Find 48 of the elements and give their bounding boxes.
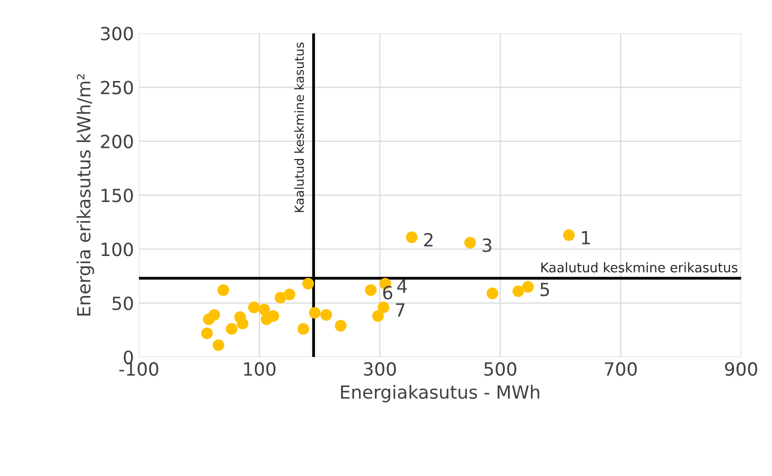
- y-tick-label: 50: [112, 296, 133, 310]
- point: [486, 288, 498, 300]
- point: [274, 292, 286, 304]
- point: [298, 323, 310, 335]
- point: [248, 302, 260, 314]
- y-tick-label: 100: [102, 242, 133, 256]
- annotation: 5: [540, 282, 549, 296]
- point: [267, 310, 280, 322]
- point: [334, 320, 346, 332]
- y-tick-label: 300: [101, 26, 133, 40]
- point: [217, 284, 230, 296]
- point: [320, 309, 332, 321]
- point: [201, 327, 213, 340]
- point: [203, 313, 215, 326]
- point: [522, 281, 534, 293]
- y-axis-title: Energia erikasutus kWh/m²: [76, 74, 94, 316]
- point: [212, 339, 224, 351]
- annotation: 7: [396, 303, 404, 317]
- point: [226, 323, 238, 335]
- x-tick-label: 300: [364, 362, 396, 376]
- point: [372, 310, 384, 322]
- x-tick-label: 100: [244, 362, 276, 376]
- point: [464, 236, 476, 248]
- x-tick-label: 500: [484, 362, 516, 376]
- y-tick-label: 150: [102, 188, 133, 202]
- annotation: 2: [424, 232, 433, 246]
- point: [364, 284, 377, 296]
- x-tick-label: 900: [725, 362, 758, 376]
- x-tick-label: 700: [604, 362, 637, 376]
- point: [512, 285, 524, 297]
- point: [258, 304, 270, 316]
- point: [406, 231, 418, 244]
- annotation: 3: [482, 238, 492, 252]
- annotation: 1: [582, 231, 590, 244]
- y-tick-label: 200: [100, 134, 133, 148]
- point: [284, 288, 296, 300]
- ref-line-label: Kaalutud keskmine kasutus: [294, 42, 304, 212]
- x-tick-label: -100: [119, 362, 158, 376]
- annotation: 4: [397, 280, 407, 293]
- ref-line-label: Kaalutud keskmine erikasutus: [541, 262, 738, 272]
- point: [563, 229, 575, 241]
- point: [236, 318, 248, 330]
- annotation: 6: [383, 286, 392, 300]
- point: [378, 302, 390, 314]
- y-tick-label: 250: [100, 80, 133, 94]
- point: [308, 306, 321, 319]
- point: [302, 278, 314, 290]
- x-axis-title: Energiakasutus - MWh: [341, 384, 540, 402]
